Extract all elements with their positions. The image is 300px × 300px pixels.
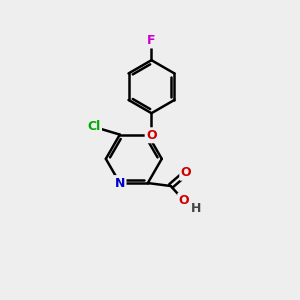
- Text: Cl: Cl: [87, 120, 101, 133]
- Text: F: F: [147, 34, 156, 47]
- Text: N: N: [115, 177, 125, 190]
- Text: H: H: [191, 202, 202, 215]
- Text: O: O: [181, 166, 191, 179]
- Text: O: O: [179, 194, 189, 207]
- Text: O: O: [146, 129, 157, 142]
